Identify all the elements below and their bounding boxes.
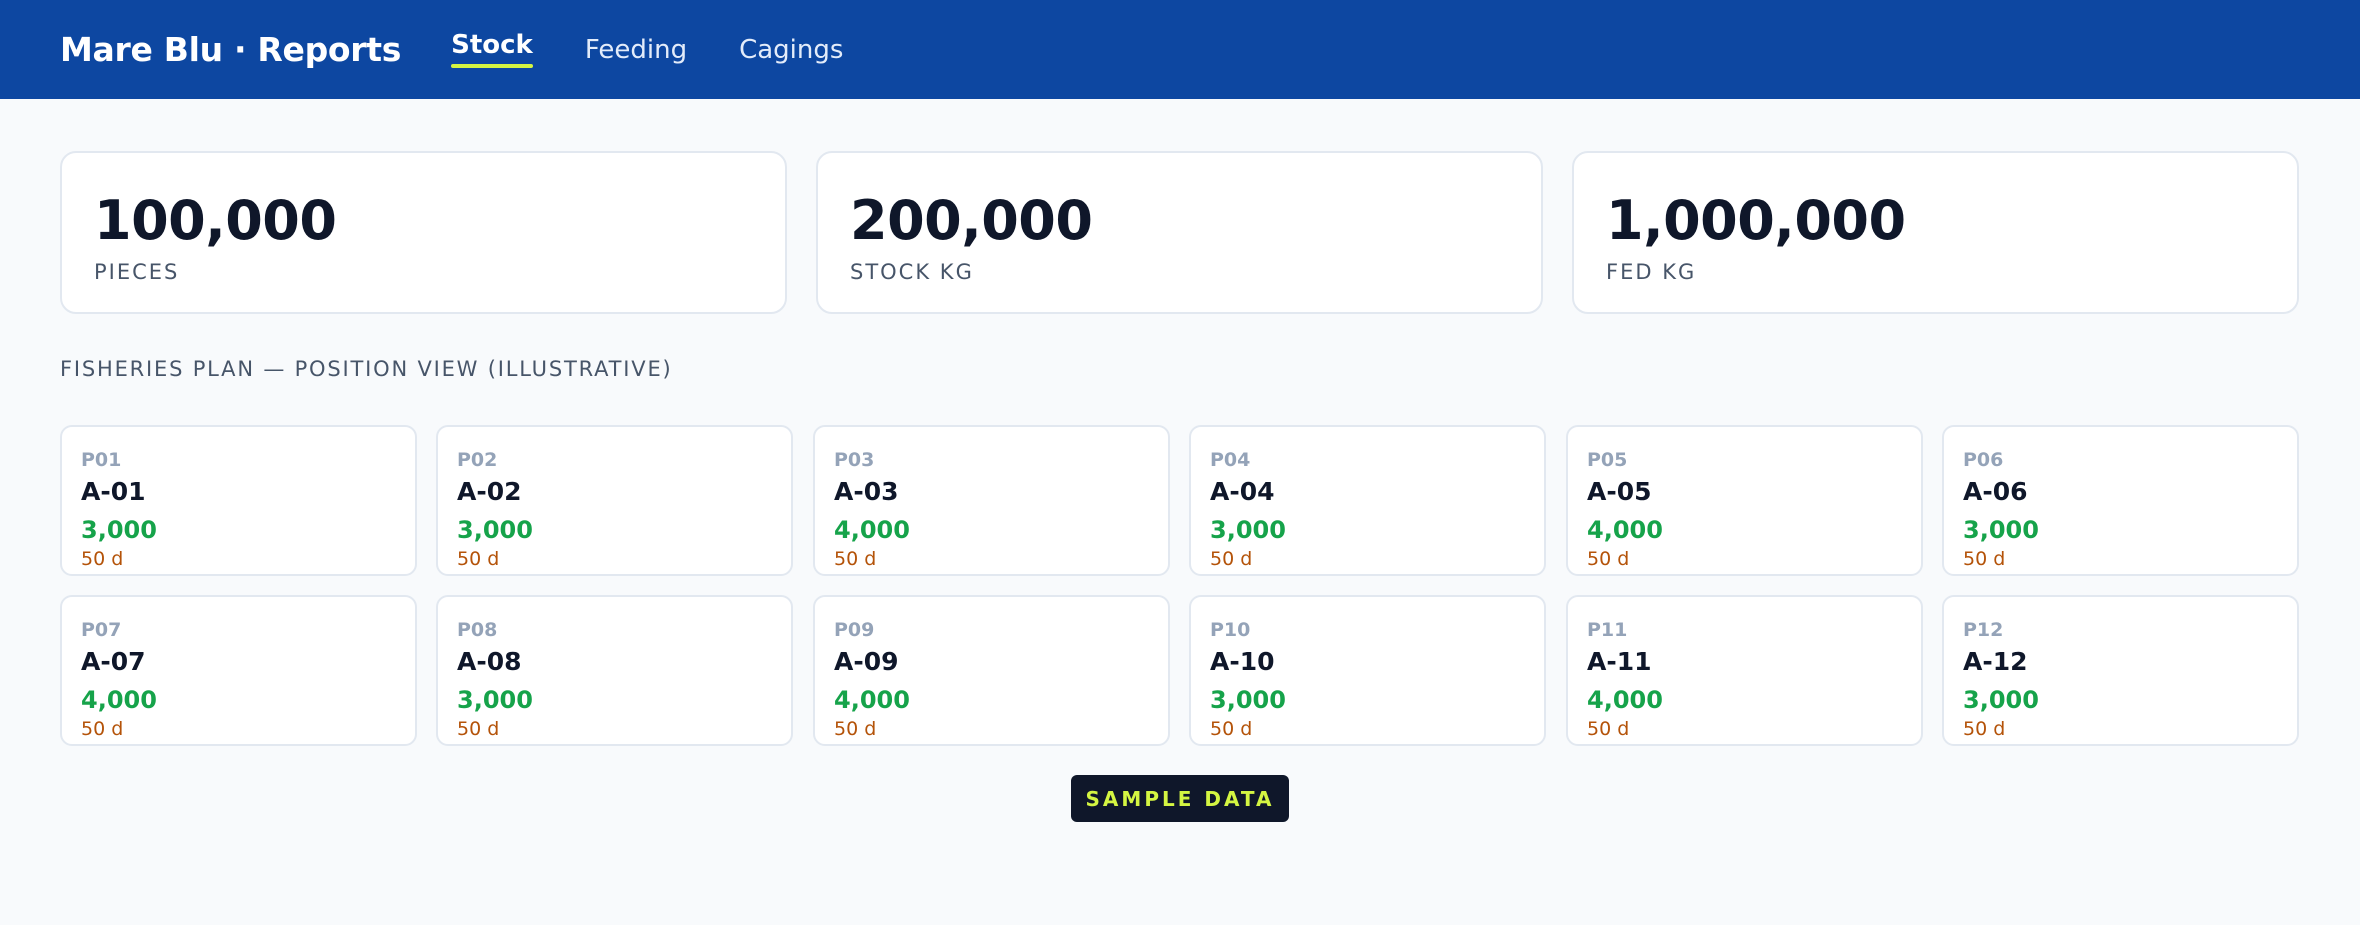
days-value: 50 d	[81, 718, 124, 740]
position-card-p07[interactable]: P07 A-07 4,000 50 d	[60, 595, 417, 746]
days-value: 50 d	[834, 548, 877, 570]
fish-count: 4,000	[1587, 516, 1663, 544]
position-id: P05	[1587, 449, 1628, 471]
days-value: 50 d	[1587, 718, 1630, 740]
kpi-card-pieces: 100,000 PIECES	[60, 151, 787, 314]
position-id: P02	[457, 449, 498, 471]
days-value: 50 d	[834, 718, 877, 740]
cage-code: A-03	[834, 477, 899, 506]
fish-count: 3,000	[457, 516, 533, 544]
top-nav-bar: Mare Blu · Reports Stock Feeding Cagings	[0, 0, 2360, 99]
position-card-p08[interactable]: P08 A-08 3,000 50 d	[436, 595, 793, 746]
fish-count: 4,000	[1587, 686, 1663, 714]
days-value: 50 d	[457, 718, 500, 740]
position-id: P07	[81, 619, 122, 641]
kpi-value: 100,000	[94, 189, 337, 252]
fish-count: 3,000	[1210, 516, 1286, 544]
tab-feeding[interactable]: Feeding	[584, 34, 688, 65]
position-id: P11	[1587, 619, 1628, 641]
cage-code: A-12	[1963, 647, 2028, 676]
cage-code: A-09	[834, 647, 899, 676]
cage-code: A-10	[1210, 647, 1275, 676]
fish-count: 3,000	[1963, 686, 2039, 714]
position-card-p06[interactable]: P06 A-06 3,000 50 d	[1942, 425, 2299, 576]
kpi-label: PIECES	[94, 260, 180, 284]
kpi-value: 200,000	[850, 189, 1093, 252]
kpi-value: 1,000,000	[1606, 189, 1906, 252]
fish-count: 3,000	[81, 516, 157, 544]
position-card-p11[interactable]: P11 A-11 4,000 50 d	[1566, 595, 1923, 746]
tab-cagings[interactable]: Cagings	[739, 34, 844, 65]
kpi-label: STOCK KG	[850, 260, 974, 284]
kpi-card-stock-kg: 200,000 STOCK KG	[816, 151, 1543, 314]
cage-code: A-11	[1587, 647, 1652, 676]
position-card-p01[interactable]: P01 A-01 3,000 50 d	[60, 425, 417, 576]
kpi-label: FED KG	[1606, 260, 1697, 284]
section-title: FISHERIES PLAN — POSITION VIEW (ILLUSTRA…	[60, 357, 673, 381]
fish-count: 4,000	[834, 516, 910, 544]
fish-count: 4,000	[81, 686, 157, 714]
position-id: P09	[834, 619, 875, 641]
fish-count: 4,000	[834, 686, 910, 714]
position-id: P01	[81, 449, 122, 471]
days-value: 50 d	[1587, 548, 1630, 570]
cage-code: A-07	[81, 647, 146, 676]
position-id: P08	[457, 619, 498, 641]
fish-count: 3,000	[1963, 516, 2039, 544]
cage-code: A-01	[81, 477, 146, 506]
days-value: 50 d	[457, 548, 500, 570]
position-id: P04	[1210, 449, 1251, 471]
days-value: 50 d	[1210, 548, 1253, 570]
sample-data-badge: SAMPLE DATA	[1071, 775, 1289, 822]
position-card-p04[interactable]: P04 A-04 3,000 50 d	[1189, 425, 1546, 576]
position-card-p10[interactable]: P10 A-10 3,000 50 d	[1189, 595, 1546, 746]
kpi-card-fed-kg: 1,000,000 FED KG	[1572, 151, 2299, 314]
cage-code: A-08	[457, 647, 522, 676]
days-value: 50 d	[1963, 718, 2006, 740]
position-id: P06	[1963, 449, 2004, 471]
brand-title: Mare Blu · Reports	[60, 30, 402, 69]
days-value: 50 d	[1210, 718, 1253, 740]
position-card-p02[interactable]: P02 A-02 3,000 50 d	[436, 425, 793, 576]
position-card-p12[interactable]: P12 A-12 3,000 50 d	[1942, 595, 2299, 746]
kpi-row: 100,000 PIECES 200,000 STOCK KG 1,000,00…	[60, 151, 2300, 314]
cage-code: A-06	[1963, 477, 2028, 506]
position-id: P12	[1963, 619, 2004, 641]
days-value: 50 d	[81, 548, 124, 570]
fish-count: 3,000	[1210, 686, 1286, 714]
days-value: 50 d	[1963, 548, 2006, 570]
position-card-p03[interactable]: P03 A-03 4,000 50 d	[813, 425, 1170, 576]
tab-stock[interactable]: Stock	[451, 0, 533, 94]
position-id: P03	[834, 449, 875, 471]
position-card-p09[interactable]: P09 A-09 4,000 50 d	[813, 595, 1170, 746]
cage-code: A-04	[1210, 477, 1275, 506]
position-card-p05[interactable]: P05 A-05 4,000 50 d	[1566, 425, 1923, 576]
cage-code: A-05	[1587, 477, 1652, 506]
fish-count: 3,000	[457, 686, 533, 714]
position-id: P10	[1210, 619, 1251, 641]
cage-code: A-02	[457, 477, 522, 506]
